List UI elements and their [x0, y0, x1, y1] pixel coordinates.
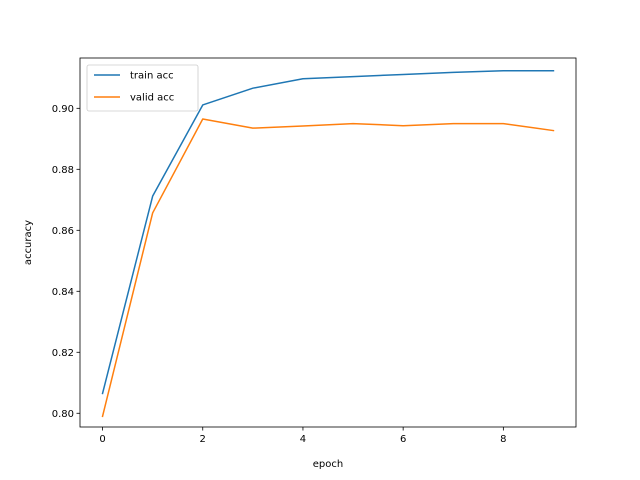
x-axis-label: epoch	[313, 459, 343, 470]
x-tick-label: 0	[99, 434, 105, 445]
legend-label: valid acc	[130, 93, 174, 104]
y-axis: 0.80 0.82 0.84 0.86 0.88 0.90	[52, 104, 80, 420]
x-tick-label: 2	[200, 434, 206, 445]
legend-box	[86, 64, 199, 112]
series-line-train-acc	[101, 70, 555, 395]
series-line-valid-acc	[101, 118, 555, 418]
y-tick-label: 0.84	[52, 287, 74, 298]
legend-label: train acc	[130, 71, 174, 82]
y-tick-label: 0.80	[52, 409, 74, 420]
x-tick-label: 8	[500, 434, 506, 445]
y-tick-label: 0.82	[52, 348, 74, 359]
y-axis-label: accuracy	[23, 220, 34, 265]
axes-frame	[79, 57, 577, 428]
y-tick-label: 0.90	[52, 104, 74, 115]
x-tick-label: 4	[300, 434, 306, 445]
x-tick-label: 6	[400, 434, 406, 445]
x-axis: 0 2 4 6 8	[99, 427, 507, 445]
y-tick-label: 0.86	[52, 226, 74, 237]
legend: train acc valid acc	[86, 64, 199, 112]
y-tick-label: 0.88	[52, 165, 74, 176]
plot-area	[101, 70, 555, 418]
